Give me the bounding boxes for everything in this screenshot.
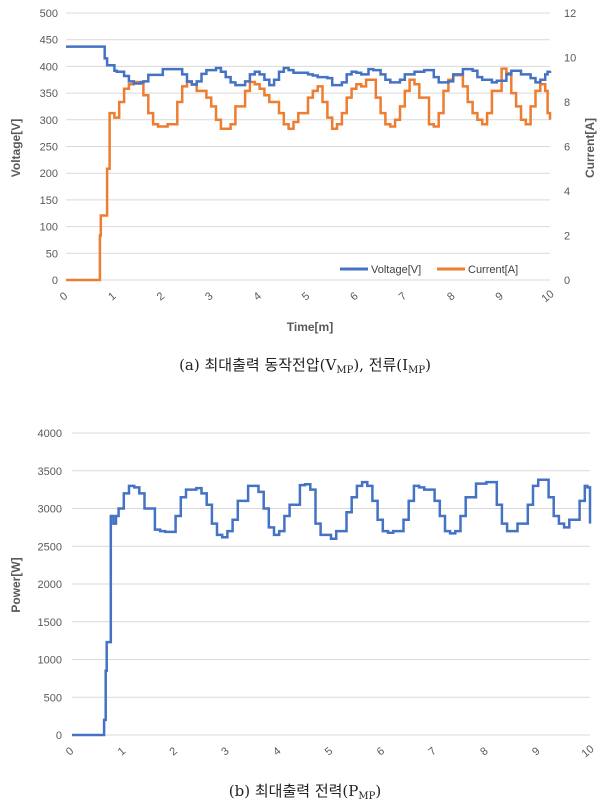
chart-a-y-tick-labels: 0 50 100 150 200 250 300 350 400 450 500: [40, 8, 58, 287]
chart-b-x-tick-label: 5: [323, 745, 335, 758]
chart-a-y-tick-label: 450: [40, 35, 58, 47]
caption-a: (a) 최대출력 동작전압(VMP), 전류(IMP): [179, 356, 431, 376]
chart-a-y2-tick-label: 0: [564, 275, 570, 287]
chart-a-y-tick-label: 50: [46, 248, 58, 260]
chart-b-x-tick-label: 0: [64, 745, 76, 758]
chart-a-y2-tick-label: 2: [564, 231, 570, 243]
chart-b-y-tick-label: 1000: [38, 655, 62, 667]
series-power-line: [72, 478, 592, 737]
caption-b-suffix: ): [375, 782, 381, 800]
chart-b-y-axis-title: Power[W]: [9, 557, 23, 612]
chart-a-x-tick-label: 2: [155, 290, 167, 303]
chart-a-y2-tick-labels: 0 2 4 6 8 10 12: [564, 8, 576, 287]
chart-a-y-axis-title: Voltage[V]: [9, 119, 23, 177]
chart-a-y2-tick-label: 8: [564, 97, 570, 109]
chart-a-y-tick-label: 200: [40, 168, 58, 180]
chart-a-y-tick-label: 350: [40, 88, 58, 100]
caption-a-sub-imp: MP: [408, 365, 425, 376]
chart-a-gridlines: [66, 12, 550, 281]
chart-b-y-tick-labels: 0 500 1000 1500 2000 2500 3000 3500 4000: [38, 428, 62, 742]
chart-b-gridlines: [72, 432, 590, 736]
caption-a-suffix: ): [425, 356, 431, 374]
chart-a-x-tick-label: 7: [397, 290, 409, 303]
caption-a-mid: ), 전류(I: [353, 356, 408, 374]
chart-b-y-tick-label: 4000: [38, 428, 62, 440]
caption-b-sub-pmp: MP: [358, 791, 375, 802]
caption-a-sub-vmp: MP: [336, 365, 353, 376]
chart-b-y-tick-label: 0: [56, 730, 62, 742]
chart-b-y-tick-label: 3500: [38, 466, 62, 478]
chart-a-y-tick-label: 400: [40, 61, 58, 73]
chart-a-x-tick-label: 0: [58, 290, 70, 303]
chart-a-y-tick-label: 500: [40, 8, 58, 20]
chart-b-x-tick-label: 9: [530, 745, 542, 758]
chart-b-x-tick-label: 1: [116, 745, 128, 758]
chart-b-x-tick-label: 3: [219, 745, 231, 758]
chart-a-y2-tick-label: 10: [564, 53, 576, 65]
chart-b-x-tick-label: 10: [580, 743, 597, 760]
chart-a-legend: Voltage[V] Current[A]: [340, 264, 518, 276]
chart-b-x-tick-label: 6: [375, 745, 387, 758]
series-current-line: [66, 67, 552, 282]
chart-a-x-tick-label: 10: [540, 288, 557, 305]
chart-a-y2-tick-label: 12: [564, 8, 576, 20]
chart-a-series-lines: [66, 45, 552, 282]
chart-b-x-tick-label: 7: [426, 745, 438, 758]
chart-b-y-tick-label: 2500: [38, 541, 62, 553]
chart-a-x-tick-label: 9: [493, 290, 505, 303]
chart-b-x-tick-label: 8: [478, 745, 490, 758]
chart-a-y2-tick-label: 4: [564, 186, 570, 198]
caption-a-prefix: (a) 최대출력 동작전압(V: [179, 356, 337, 374]
chart-a-x-tick-label: 5: [300, 290, 312, 303]
chart-b-x-tick-labels: 0 1 2 3 4 5 6 7 8 9 10: [64, 743, 597, 760]
series-voltage-line: [66, 45, 552, 87]
chart-a-y-tick-label: 0: [52, 275, 58, 287]
chart-a-x-tick-label: 4: [251, 290, 263, 303]
chart-a-x-tick-label: 1: [106, 290, 118, 303]
chart-b-x-tick-label: 4: [271, 745, 283, 758]
chart-b-y-tick-label: 1500: [38, 617, 62, 629]
legend-current-label: Current[A]: [468, 264, 518, 276]
chart-b-x-tick-label: 2: [167, 745, 179, 758]
caption-b: (b) 최대출력 전력(PMP): [229, 782, 381, 802]
chart-a-x-tick-label: 6: [348, 290, 360, 303]
chart-a-y2-axis-title: Current[A]: [583, 118, 597, 178]
chart-a-x-tick-label: 8: [445, 290, 457, 303]
chart-a-y-tick-label: 100: [40, 222, 58, 234]
chart-a-y-tick-label: 250: [40, 142, 58, 154]
legend-voltage-label: Voltage[V]: [371, 264, 421, 276]
caption-b-prefix: (b) 최대출력 전력(P: [229, 782, 359, 800]
chart-b-y-tick-label: 2000: [38, 579, 62, 591]
chart-a-x-axis-title: Time[m]: [287, 320, 333, 334]
chart-b-y-tick-label: 3000: [38, 504, 62, 516]
chart-a-x-tick-label: 3: [203, 290, 215, 303]
chart-b-y-tick-label: 500: [44, 692, 62, 704]
chart-b-series-lines: [72, 478, 592, 737]
chart-a-y2-tick-label: 6: [564, 142, 570, 154]
chart-a-y-tick-label: 300: [40, 115, 58, 127]
chart-a-y-tick-label: 150: [40, 195, 58, 207]
chart-a-x-tick-labels: 0 1 2 3 4 5 6 7 8 9 10: [58, 288, 557, 305]
chart-b: 0 500 1000 1500 2000 2500 3000 3500 4000 0 1 2 3 4 5 6…: [9, 428, 597, 760]
